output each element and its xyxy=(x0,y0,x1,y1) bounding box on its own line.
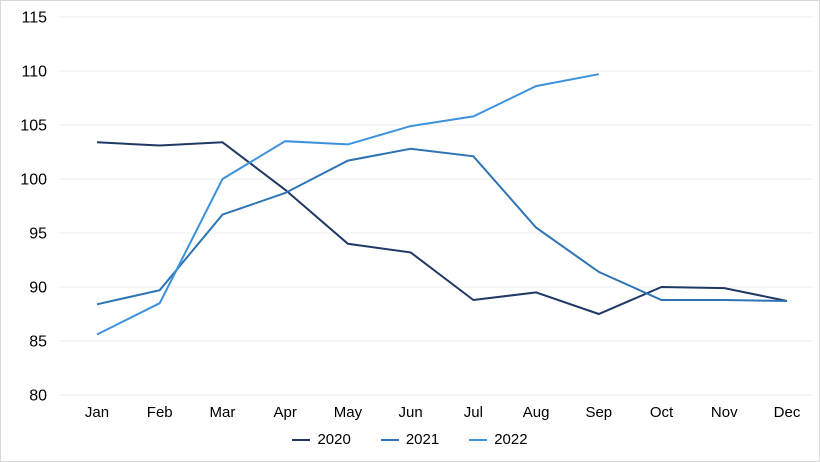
x-axis-tick-label: Jul xyxy=(464,404,483,421)
legend-label: 2022 xyxy=(494,431,528,448)
legend-item-2021: 2021 xyxy=(380,431,440,448)
series-line-2021 xyxy=(96,147,788,306)
y-axis-tick-label: 95 xyxy=(29,226,47,243)
chart-legend: 2020 2021 2022 xyxy=(1,431,819,448)
y-axis-tick-label: 80 xyxy=(29,388,47,405)
x-axis-tick-label: Mar xyxy=(210,404,236,421)
x-axis-tick-label: Jun xyxy=(399,404,423,421)
x-axis-tick-label: Nov xyxy=(711,404,738,421)
y-axis-tick-label: 105 xyxy=(20,118,47,135)
y-axis-tick-label: 90 xyxy=(29,280,47,297)
x-axis-tick-label: Dec xyxy=(774,404,801,421)
x-axis-tick-label: Aug xyxy=(523,404,550,421)
legend-label: 2020 xyxy=(317,431,351,448)
x-axis-tick-label: Sep xyxy=(585,404,612,421)
x-axis-tick-label: Oct xyxy=(650,404,674,421)
legend-item-2022: 2022 xyxy=(469,431,528,448)
y-axis-tick-label: 115 xyxy=(21,10,47,27)
chart-plot-area: 80 85 90 95 100 105 110 115 Jan Feb Mar Apr May Jun Ju… xyxy=(20,10,813,421)
x-axis-tick-label: Apr xyxy=(274,404,297,421)
y-axis-tick-label: 100 xyxy=(20,172,47,189)
x-axis-tick-label: Feb xyxy=(147,404,173,421)
legend-dash-icon xyxy=(292,438,311,441)
legend-item-2020: 2020 xyxy=(292,431,351,448)
series-line-2022 xyxy=(96,73,599,336)
y-axis-tick-label: 110 xyxy=(21,64,47,81)
legend-label: 2021 xyxy=(405,431,440,448)
x-axis-tick-label: Jan xyxy=(85,404,109,421)
y-axis-tick-label: 85 xyxy=(29,334,47,351)
legend-dash-icon xyxy=(380,438,399,441)
series-line-2020 xyxy=(96,141,788,316)
legend-dash-icon xyxy=(469,438,488,441)
x-axis-tick-label: May xyxy=(334,404,363,421)
